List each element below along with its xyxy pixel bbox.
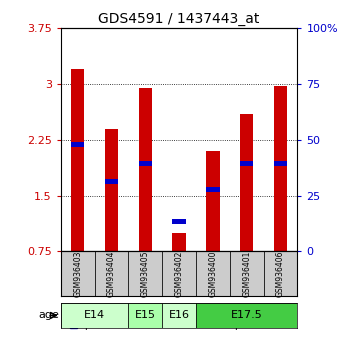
- FancyBboxPatch shape: [61, 303, 128, 328]
- FancyBboxPatch shape: [230, 251, 264, 296]
- Text: E17.5: E17.5: [231, 310, 263, 320]
- Legend: transformed count, percentile rank within the sample: transformed count, percentile rank withi…: [66, 301, 254, 333]
- Bar: [240, 161, 254, 166]
- FancyBboxPatch shape: [196, 303, 297, 328]
- Bar: [206, 151, 220, 251]
- Bar: [105, 129, 118, 251]
- FancyBboxPatch shape: [61, 251, 95, 296]
- Text: GSM936402: GSM936402: [175, 250, 184, 297]
- Bar: [105, 179, 118, 184]
- Text: GSM936406: GSM936406: [276, 250, 285, 297]
- FancyBboxPatch shape: [95, 251, 128, 296]
- FancyBboxPatch shape: [128, 303, 162, 328]
- FancyBboxPatch shape: [196, 251, 230, 296]
- Bar: [139, 88, 152, 251]
- Bar: [172, 219, 186, 224]
- Bar: [206, 187, 220, 192]
- Text: GSM936400: GSM936400: [209, 250, 217, 297]
- FancyBboxPatch shape: [264, 251, 297, 296]
- Title: GDS4591 / 1437443_at: GDS4591 / 1437443_at: [98, 12, 260, 26]
- Bar: [71, 142, 84, 147]
- Bar: [71, 69, 84, 251]
- FancyBboxPatch shape: [162, 251, 196, 296]
- FancyBboxPatch shape: [128, 251, 162, 296]
- Text: age: age: [38, 310, 59, 320]
- Text: GSM936405: GSM936405: [141, 250, 150, 297]
- Bar: [274, 161, 287, 166]
- Bar: [274, 86, 287, 251]
- Text: GSM936403: GSM936403: [73, 250, 82, 297]
- Text: GSM936404: GSM936404: [107, 250, 116, 297]
- Bar: [139, 161, 152, 166]
- Text: E15: E15: [135, 310, 156, 320]
- Bar: [240, 114, 254, 251]
- Text: GSM936401: GSM936401: [242, 250, 251, 297]
- Text: E16: E16: [169, 310, 190, 320]
- Text: E14: E14: [84, 310, 105, 320]
- Bar: [172, 233, 186, 251]
- FancyBboxPatch shape: [162, 303, 196, 328]
